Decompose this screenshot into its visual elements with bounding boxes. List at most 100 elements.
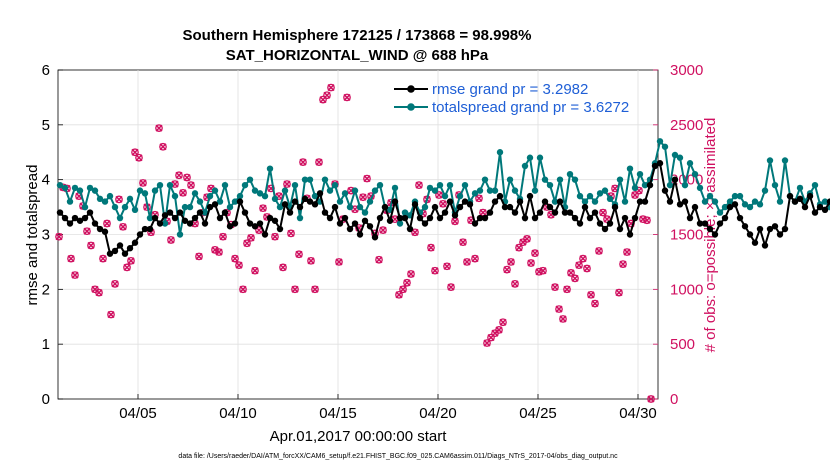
obs-possible-marker [99,254,107,263]
totalspread-point [186,203,194,211]
totalspread-point [106,192,114,200]
obs-count-point [575,261,583,270]
rmse-point [751,239,759,246]
rmse-point [181,217,189,224]
obs-count-point [87,241,95,250]
totalspread-point [56,181,64,189]
data-file-footer: data file: /Users/raeder/DAI/ATM_forcXX/… [178,453,618,460]
obs-possible-marker [471,254,479,263]
rmse-point [626,231,634,238]
obs-possible-marker [111,279,119,288]
rmse-point [451,212,459,219]
obs-assimilated-marker [443,262,451,270]
rmse-point [201,220,209,227]
chart-title: Southern Hemisphere 172125 / 173868 = 98… [183,27,532,44]
rmse-point [621,214,629,222]
obs-possible-marker [399,285,407,294]
rmse-point [691,203,699,211]
obs-assimilated-marker [119,223,127,231]
obs-count-point [335,258,343,266]
obs-assimilated-marker [139,179,147,187]
x-axis-label: Apr.01,2017 00:00:00 start [270,428,448,445]
obs-assimilated-marker [215,248,223,256]
rmse-point [821,206,829,214]
totalspread-point [546,181,554,189]
rmse-point [156,220,164,227]
totalspread-point [101,198,109,205]
obs-count-point [571,274,579,283]
rmse-point [216,214,224,222]
obs-assimilated-marker [431,267,439,275]
rmse-point [456,203,464,211]
totalspread-point [276,203,284,211]
obs-count-point [215,248,223,256]
totalspread-point [251,187,259,194]
totalspread-point [661,143,669,150]
obs-count-scatter [55,83,655,403]
right-tick-label: 3000 [670,62,703,79]
obs-count-point [55,232,63,241]
totalspread-point [281,187,289,194]
obs-count-point [319,95,327,104]
left-tick-label: 3 [42,227,50,244]
obs-assimilated-marker [551,283,559,291]
obs-assimilated-marker [559,315,567,323]
obs-possible-marker [363,174,371,183]
x-tick-label: 04/05 [119,405,157,422]
obs-possible-marker [327,83,335,92]
totalspread-point [66,198,74,205]
obs-possible-marker [623,248,631,256]
rmse-point [506,203,514,211]
obs-assimilated-marker [335,258,343,266]
obs-assimilated-marker [379,226,387,234]
obs-assimilated-marker [623,248,631,256]
totalspread-point [486,187,494,194]
obs-assimilated-marker [279,263,287,271]
totalspread-point [496,149,504,156]
obs-possible-marker [155,124,163,132]
obs-assimilated-marker [299,158,307,166]
rmse-point [806,192,814,200]
rmse-point [586,214,594,222]
obs-count-point [359,193,367,202]
obs-count-point [295,250,303,259]
totalspread-point [136,187,144,194]
totalspread-point [96,195,104,203]
obs-possible-marker [131,148,139,157]
totalspread-point [541,176,549,183]
obs-assimilated-marker [483,339,491,347]
grid-lines [58,70,658,399]
totalspread-point [376,181,384,189]
totalspread-point [521,162,529,170]
totalspread-point [111,203,119,211]
rmse-point [251,223,259,230]
obs-assimilated-marker [407,270,415,278]
obs-possible-marker [603,215,611,223]
obs-possible-marker [407,270,415,278]
obs-assimilated-marker [123,263,131,271]
totalspread-point [531,187,539,194]
obs-assimilated-marker [495,326,503,334]
totalspread-point [491,187,499,194]
obs-possible-marker [247,233,255,242]
totalspread-point [326,187,334,194]
obs-assimilated-marker [575,261,583,269]
rmse-point [636,198,644,205]
totalspread-point [161,220,169,227]
obs-possible-marker [231,254,239,263]
rmse-point [271,217,279,224]
obs-count-point [511,279,519,288]
rmse-point [131,239,139,246]
rmse-point [286,209,294,216]
obs-possible-marker [175,171,183,180]
obs-count-point [327,83,335,92]
obs-possible-marker [647,395,655,403]
x-tick-label: 04/30 [619,405,657,422]
obs-count-point [427,243,435,252]
obs-possible-marker [291,285,299,294]
totalspread-point [121,203,129,211]
obs-possible-marker [195,252,203,261]
rmse-point [116,242,124,249]
totalspread-point [86,184,94,192]
